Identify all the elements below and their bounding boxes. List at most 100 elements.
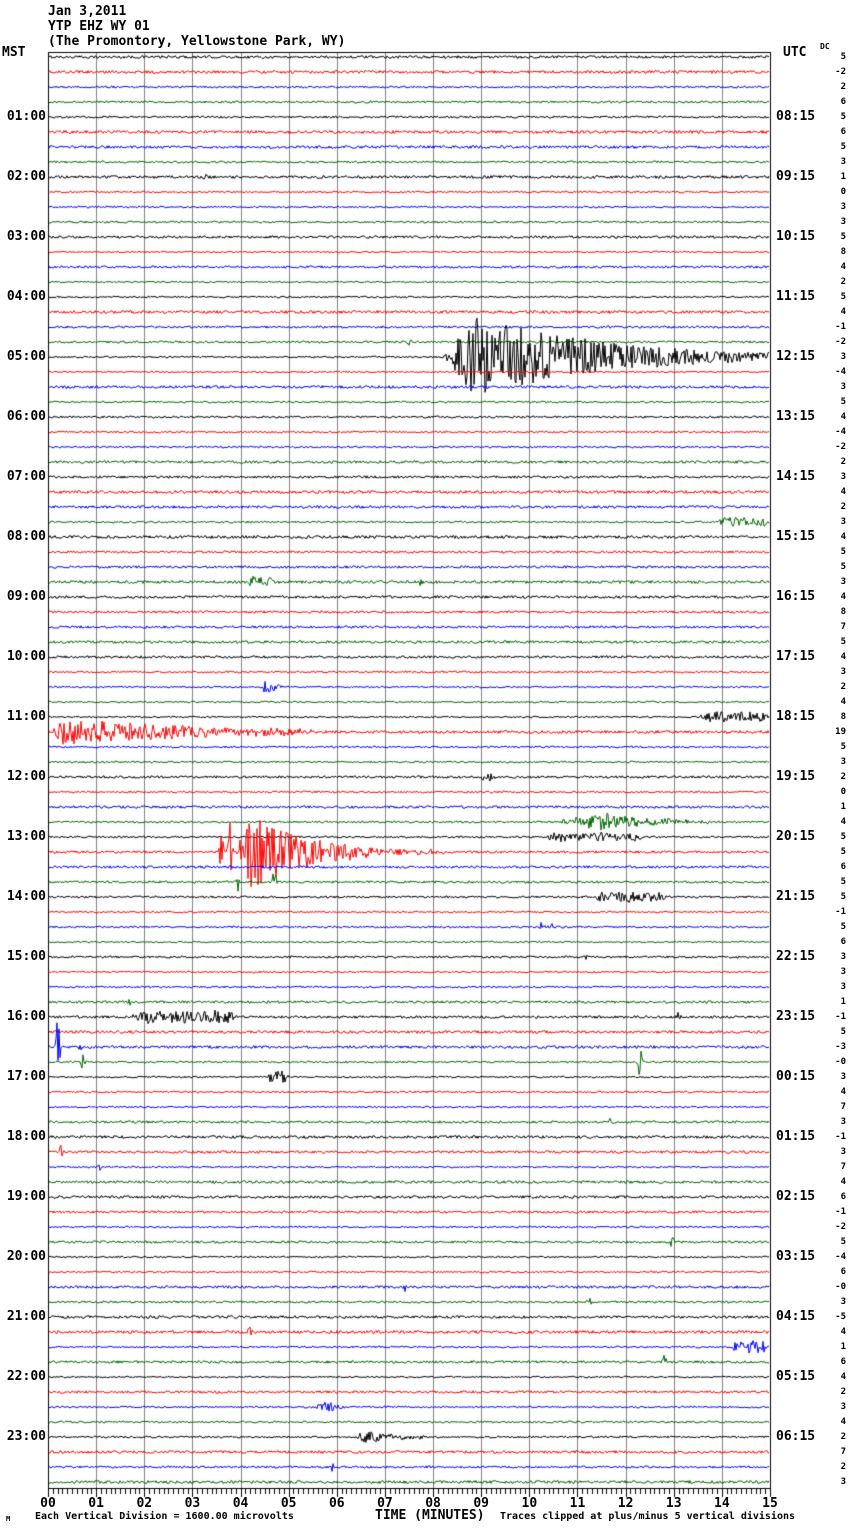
mst-hour-label: 05:00 bbox=[6, 349, 46, 364]
utc-hour-label: 20:15 bbox=[776, 829, 816, 844]
dc-value: 3 bbox=[840, 952, 846, 962]
dc-value: 3 bbox=[840, 1477, 846, 1487]
utc-hour-label: 02:15 bbox=[776, 1189, 816, 1204]
x-tick-label: 14 bbox=[714, 1496, 730, 1511]
title-station: YTP EHZ WY 01 bbox=[48, 19, 150, 34]
mst-hour-label: 14:00 bbox=[6, 889, 46, 904]
dc-value: 5 bbox=[840, 742, 846, 752]
utc-hour-label: 22:15 bbox=[776, 949, 816, 964]
dc-value: 0 bbox=[840, 787, 846, 797]
dc-value: 5 bbox=[840, 142, 846, 152]
x-tick-label: 05 bbox=[280, 1496, 297, 1511]
dc-value: 8 bbox=[840, 712, 846, 722]
dc-value: 6 bbox=[840, 1357, 846, 1367]
dc-value: 4 bbox=[840, 487, 846, 497]
dc-value: 5 bbox=[840, 562, 846, 572]
utc-hour-label: 10:15 bbox=[776, 229, 816, 244]
footer-scale-note: Each Vertical Division = 1600.00 microvo… bbox=[35, 1511, 294, 1522]
dc-value: 3 bbox=[840, 1117, 846, 1127]
dc-value: 1 bbox=[840, 802, 846, 812]
dc-value: 3 bbox=[840, 1147, 846, 1157]
dc-value: 3 bbox=[840, 577, 846, 587]
dc-value: -1 bbox=[835, 322, 846, 332]
utc-hour-label: 06:15 bbox=[776, 1429, 816, 1444]
dc-value: -5 bbox=[835, 1312, 846, 1322]
dc-value: 3 bbox=[840, 757, 846, 767]
dc-value: 5 bbox=[840, 847, 846, 857]
mst-hour-label: 12:00 bbox=[6, 769, 46, 784]
x-tick-label: 09 bbox=[473, 1496, 490, 1511]
utc-hour-label: 19:15 bbox=[776, 769, 816, 784]
dc-value: 2 bbox=[840, 457, 846, 467]
x-tick-label: 02 bbox=[136, 1496, 153, 1511]
dc-value: 3 bbox=[840, 982, 846, 992]
dc-value: -2 bbox=[835, 1222, 846, 1232]
utc-hour-label: 11:15 bbox=[776, 289, 816, 304]
dc-value: 4 bbox=[840, 1327, 846, 1337]
dc-value: 7 bbox=[840, 1447, 846, 1457]
dc-value: -1 bbox=[835, 1012, 846, 1022]
dc-value: 5 bbox=[840, 397, 846, 407]
dc-value: 6 bbox=[840, 127, 846, 137]
dc-value: 3 bbox=[840, 352, 846, 362]
dc-value: 3 bbox=[840, 1072, 846, 1082]
dc-value: 3 bbox=[840, 157, 846, 167]
dc-value: 2 bbox=[840, 277, 846, 287]
dc-value: -1 bbox=[835, 907, 846, 917]
dc-value: 6 bbox=[840, 97, 846, 107]
x-tick-label: 00 bbox=[40, 1496, 56, 1511]
dc-value: 6 bbox=[840, 862, 846, 872]
dc-value: 19 bbox=[835, 727, 846, 737]
mst-hour-label: 22:00 bbox=[6, 1369, 46, 1384]
mst-hour-label: 15:00 bbox=[6, 949, 46, 964]
dc-value: 4 bbox=[840, 412, 846, 422]
dc-value: 5 bbox=[840, 832, 846, 842]
dc-value: 2 bbox=[840, 82, 846, 92]
dc-value: -3 bbox=[835, 1042, 846, 1052]
dc-value: 4 bbox=[840, 817, 846, 827]
dc-value: 5 bbox=[840, 547, 846, 557]
x-tick-label: 15 bbox=[762, 1496, 778, 1511]
x-tick-label: 10 bbox=[521, 1496, 538, 1511]
dc-value: 5 bbox=[840, 292, 846, 302]
dc-value: 2 bbox=[840, 502, 846, 512]
dc-value: -4 bbox=[835, 1252, 846, 1262]
dc-value: 3 bbox=[840, 472, 846, 482]
mst-hour-label: 19:00 bbox=[6, 1189, 46, 1204]
dc-value: 3 bbox=[840, 517, 846, 527]
dc-value: 3 bbox=[840, 667, 846, 677]
dc-value: 5 bbox=[840, 892, 846, 902]
dc-value: -0 bbox=[835, 1282, 846, 1292]
utc-hour-label: 14:15 bbox=[776, 469, 816, 484]
dc-value: 5 bbox=[840, 1027, 846, 1037]
mst-hour-label: 23:00 bbox=[6, 1429, 46, 1444]
utc-hour-label: 23:15 bbox=[776, 1009, 816, 1024]
dc-value: 3 bbox=[840, 967, 846, 977]
mst-hour-label: 07:00 bbox=[6, 469, 46, 484]
dc-value: -2 bbox=[835, 67, 846, 77]
mst-hour-label: 04:00 bbox=[6, 289, 46, 304]
mst-hour-label: 11:00 bbox=[6, 709, 46, 724]
dc-value: 4 bbox=[840, 652, 846, 662]
dc-value: 4 bbox=[840, 1372, 846, 1382]
dc-value: 5 bbox=[840, 922, 846, 932]
x-tick-label: 04 bbox=[232, 1496, 249, 1511]
dc-value: 4 bbox=[840, 592, 846, 602]
x-tick-label: 06 bbox=[328, 1496, 345, 1511]
utc-hour-label: 09:15 bbox=[776, 169, 816, 184]
dc-value: -0 bbox=[835, 1057, 846, 1067]
mst-hour-label: 08:00 bbox=[6, 529, 46, 544]
utc-hour-label: 05:15 bbox=[776, 1369, 816, 1384]
dc-value: 5 bbox=[840, 1237, 846, 1247]
dc-value: 2 bbox=[840, 682, 846, 692]
utc-hour-label: 18:15 bbox=[776, 709, 816, 724]
x-tick-label: 13 bbox=[665, 1496, 682, 1511]
utc-hour-label: 03:15 bbox=[776, 1249, 816, 1264]
dc-value: 8 bbox=[840, 247, 846, 257]
dc-value: -1 bbox=[835, 1207, 846, 1217]
right-axis-header-utc: UTC bbox=[783, 45, 807, 60]
dc-value: 8 bbox=[840, 607, 846, 617]
x-tick-label: 12 bbox=[617, 1496, 634, 1511]
utc-hour-label: 00:15 bbox=[776, 1069, 816, 1084]
